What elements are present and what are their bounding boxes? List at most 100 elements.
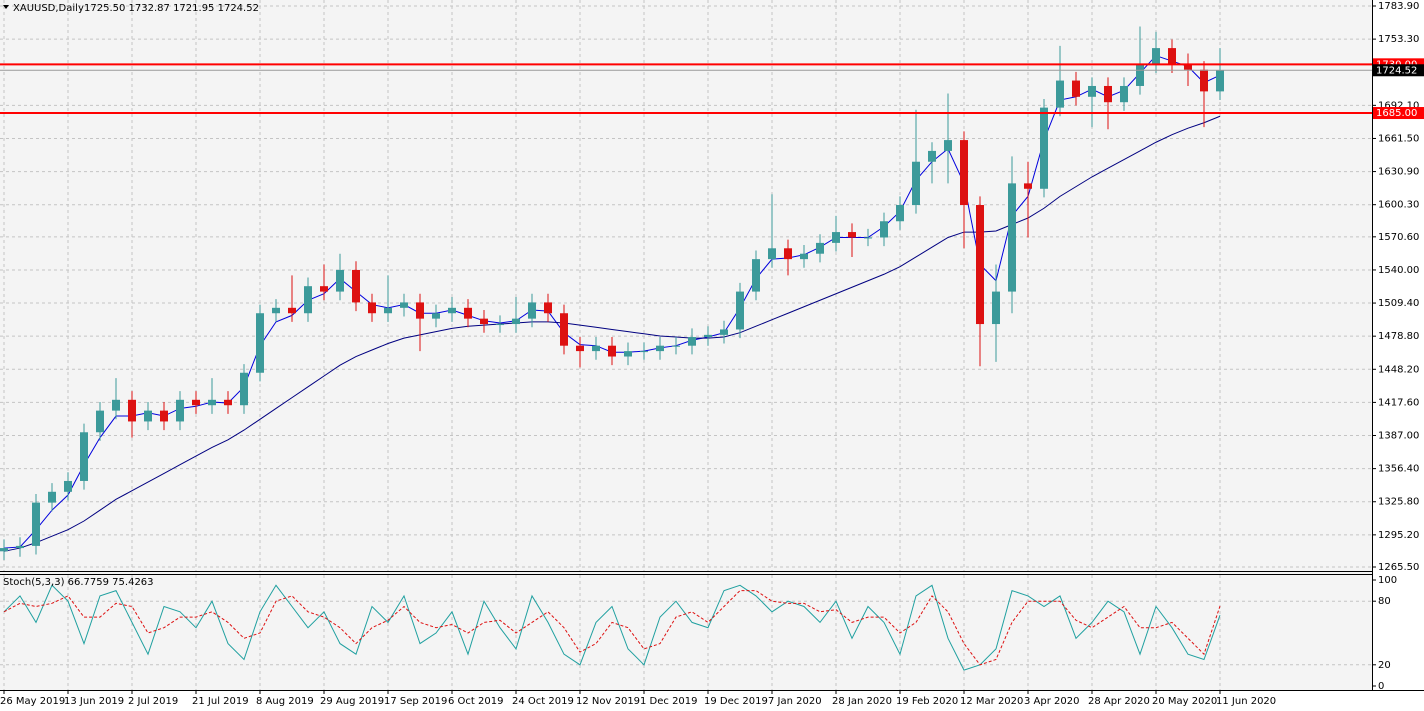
x-tick-label: 24 Oct 2019 bbox=[512, 696, 574, 707]
candle-body bbox=[1104, 85, 1112, 103]
candle-body bbox=[512, 318, 520, 325]
candle-body bbox=[848, 232, 856, 238]
candle-body bbox=[896, 205, 904, 222]
x-tick-label: 17 Sep 2019 bbox=[384, 696, 447, 707]
y-tick-label: 1753.30 bbox=[1378, 34, 1419, 45]
candle-body bbox=[16, 545, 24, 549]
stochastic-line bbox=[3, 584, 1221, 671]
candle-body bbox=[304, 286, 312, 314]
x-tick-label: 28 Apr 2020 bbox=[1088, 696, 1150, 707]
candle-body bbox=[1136, 64, 1144, 86]
candle-body bbox=[128, 399, 136, 422]
y-tick-label: 1661.50 bbox=[1378, 133, 1419, 144]
indicator-title: Stoch(5,3,3) 66.7759 75.4263 bbox=[3, 577, 154, 588]
candle-body bbox=[112, 399, 120, 411]
y-tick-label: 1692.10 bbox=[1378, 100, 1419, 111]
x-tick-label: 2 Jul 2019 bbox=[128, 696, 178, 707]
x-tick-label: 13 Jun 2019 bbox=[64, 696, 124, 707]
candle-body bbox=[1024, 183, 1032, 189]
chart-title: XAUUSD,Daily bbox=[13, 3, 84, 14]
candle-body bbox=[960, 140, 968, 206]
candle-body bbox=[976, 205, 984, 325]
candle-body bbox=[288, 307, 296, 314]
candle-body bbox=[944, 140, 952, 151]
candle-body bbox=[384, 307, 392, 314]
candle-body bbox=[704, 334, 712, 338]
candle-body bbox=[240, 372, 248, 406]
candle-body bbox=[736, 291, 744, 330]
y-tick-label: 1509.40 bbox=[1378, 298, 1419, 309]
plot-background bbox=[0, 0, 1372, 690]
y-tick-label: 1265.50 bbox=[1378, 562, 1419, 573]
candle-body bbox=[224, 399, 232, 406]
y-tick-label: 80 bbox=[1378, 596, 1391, 607]
x-tick-label: 12 Nov 2019 bbox=[576, 696, 640, 707]
candle-body bbox=[336, 269, 344, 292]
candle-body bbox=[1200, 69, 1208, 92]
candle-body bbox=[464, 307, 472, 319]
candle-body bbox=[816, 242, 824, 254]
x-tick-label: 8 Aug 2019 bbox=[256, 696, 314, 707]
price-label-bg bbox=[1373, 107, 1424, 120]
candle-body bbox=[576, 345, 584, 352]
candle-body bbox=[320, 286, 328, 292]
x-tick-label: 19 Feb 2020 bbox=[896, 696, 958, 707]
candle-body bbox=[160, 410, 168, 422]
y-tick-label: 1600.30 bbox=[1378, 200, 1419, 211]
candle-body bbox=[608, 345, 616, 357]
candle-body bbox=[752, 259, 760, 292]
candle-body bbox=[480, 318, 488, 325]
candle-body bbox=[400, 302, 408, 308]
candle-body bbox=[1184, 64, 1192, 70]
candle-body bbox=[352, 269, 360, 303]
y-tick-label: 1295.20 bbox=[1378, 530, 1419, 541]
moving-average bbox=[3, 115, 1221, 552]
x-tick-label: 26 May 2019 bbox=[0, 696, 65, 707]
candle-body bbox=[48, 491, 56, 503]
price-label: 1685.00 bbox=[1376, 108, 1417, 119]
y-tick-label: 1417.60 bbox=[1378, 397, 1419, 408]
candle-body bbox=[560, 313, 568, 346]
candle-body bbox=[592, 345, 600, 352]
collapse-icon[interactable] bbox=[3, 5, 9, 9]
candle-body bbox=[144, 410, 152, 422]
candle-body bbox=[688, 337, 696, 346]
candle-body bbox=[32, 502, 40, 546]
x-tick-label: 20 May 2020 bbox=[1152, 696, 1217, 707]
x-tick-label: 29 Aug 2019 bbox=[320, 696, 384, 707]
stochastic-line bbox=[3, 590, 1221, 666]
candle-body bbox=[368, 302, 376, 314]
candle-body bbox=[912, 161, 920, 206]
y-tick-label: 100 bbox=[1378, 575, 1397, 586]
candle-body bbox=[544, 302, 552, 314]
candle-body bbox=[880, 221, 888, 238]
candle-body bbox=[992, 291, 1000, 325]
x-tick-label: 21 Jul 2019 bbox=[192, 696, 249, 707]
candle-body bbox=[1152, 48, 1160, 65]
x-tick-label: 19 Dec 2019 bbox=[704, 696, 768, 707]
candle-body bbox=[256, 313, 264, 373]
y-tick-label: 1387.00 bbox=[1378, 431, 1419, 442]
y-tick-label: 1356.40 bbox=[1378, 464, 1419, 475]
candle-body bbox=[672, 345, 680, 347]
candle-body bbox=[528, 302, 536, 319]
candle-body bbox=[432, 313, 440, 319]
ohlc-values: 1725.50 1732.87 1721.95 1724.52 bbox=[84, 3, 259, 14]
candle-body bbox=[80, 432, 88, 481]
candle-body bbox=[928, 150, 936, 162]
candle-body bbox=[416, 302, 424, 319]
x-tick-label: 6 Oct 2019 bbox=[448, 696, 503, 707]
x-tick-label: 7 Jan 2020 bbox=[768, 696, 822, 707]
y-tick-label: 0 bbox=[1378, 681, 1384, 692]
y-tick-label: 1570.60 bbox=[1378, 232, 1419, 243]
candle-body bbox=[1040, 107, 1048, 189]
y-tick-label: 1325.80 bbox=[1378, 497, 1419, 508]
x-tick-label: 11 Jun 2020 bbox=[1216, 696, 1276, 707]
candle-body bbox=[208, 399, 216, 406]
candle-body bbox=[496, 324, 504, 326]
candle-body bbox=[656, 345, 664, 352]
candle-body bbox=[640, 351, 648, 353]
candle-body bbox=[720, 329, 728, 335]
y-tick-label: 1783.90 bbox=[1378, 1, 1419, 12]
